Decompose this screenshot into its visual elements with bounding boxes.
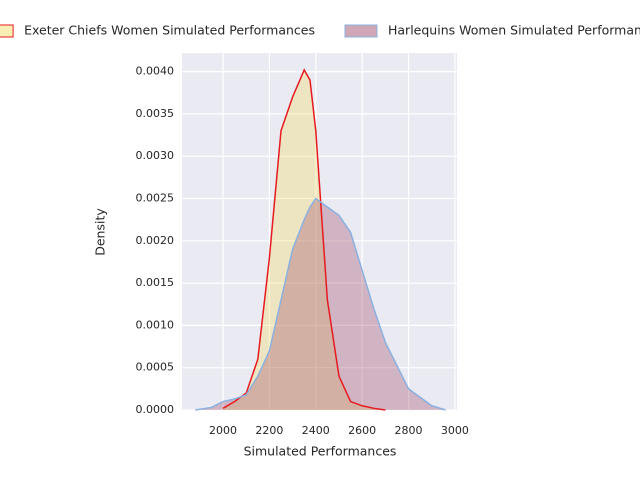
y-tick-label: 0.0040	[136, 65, 175, 78]
line	[195, 197, 446, 411]
legend-swatch	[344, 24, 378, 38]
x-tick-label: 2400	[302, 424, 330, 437]
legend-label: Exeter Chiefs Women Simulated Performanc…	[24, 23, 315, 38]
y-tick-label: 0.0015	[136, 276, 175, 289]
y-tick-label: 0.0020	[136, 234, 175, 247]
y-tick-label: 0.0000	[136, 403, 175, 416]
y-axis-label: Density	[93, 208, 108, 256]
x-tick-label: 2200	[255, 424, 283, 437]
area	[223, 69, 386, 410]
x-tick-label: 2800	[395, 424, 423, 437]
line	[222, 68, 386, 411]
y-tick-label: 0.0025	[136, 192, 175, 205]
y-tick-label: 0.0035	[136, 107, 175, 120]
y-tick-label: 0.0030	[136, 149, 175, 162]
y-tick-label: 0.0005	[136, 361, 175, 374]
legend-swatch	[0, 24, 14, 38]
x-tick-label: 3000	[441, 424, 469, 437]
area	[195, 198, 446, 410]
x-tick-label: 2000	[209, 424, 237, 437]
plot-area	[182, 53, 457, 410]
y-tick-label: 0.0010	[136, 318, 175, 331]
legend-label: Harlequins Women Simulated Performances	[388, 23, 640, 38]
x-axis-label: Simulated Performances	[244, 444, 397, 459]
x-tick-label: 2600	[348, 424, 376, 437]
